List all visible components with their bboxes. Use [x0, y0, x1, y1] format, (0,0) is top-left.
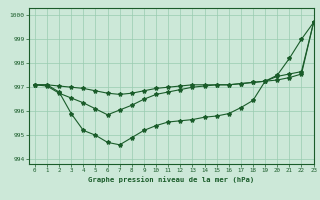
X-axis label: Graphe pression niveau de la mer (hPa): Graphe pression niveau de la mer (hPa): [88, 176, 254, 183]
